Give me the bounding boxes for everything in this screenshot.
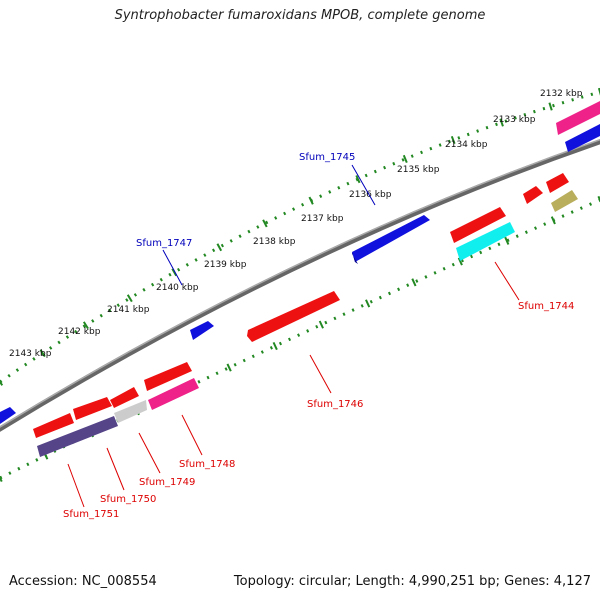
gene-sfum-1751[interactable] — [37, 416, 118, 457]
scale-tick — [365, 299, 371, 308]
gene-red-left-3[interactable] — [33, 413, 74, 438]
label-sfum-1747[interactable]: Sfum_1747 — [136, 238, 192, 249]
scale-label-2136: 2136 kbp — [349, 190, 392, 200]
gene-red-small-2[interactable] — [546, 173, 569, 193]
scale-tick — [216, 243, 223, 252]
scale-tick — [411, 278, 417, 287]
scale-tick — [550, 216, 556, 225]
gene-red-near-1744[interactable] — [450, 207, 506, 243]
scale-tick — [0, 475, 3, 483]
gene-red-left-2[interactable] — [73, 397, 112, 420]
label-sfum-1744[interactable]: Sfum_1744 — [518, 301, 574, 312]
accession-text: Accession: NC_008554 — [9, 574, 157, 589]
gene-left-blue[interactable] — [0, 407, 16, 424]
scale-label-2139: 2139 kbp — [204, 260, 247, 270]
scale-label-2134: 2134 kbp — [445, 140, 488, 150]
label-sfum-1749[interactable]: Sfum_1749 — [139, 477, 195, 488]
leader-sfum-1746 — [309, 354, 332, 394]
inner-scale-ticks — [0, 195, 600, 483]
leader-sfum-1748 — [181, 414, 203, 456]
gene-sfum-1745[interactable] — [352, 215, 430, 264]
leader-sfum-1747 — [162, 249, 183, 286]
label-sfum-1748[interactable]: Sfum_1748 — [179, 459, 235, 470]
scale-tick — [126, 294, 133, 303]
scale-tick — [171, 268, 178, 277]
scale-label-2140: 2140 kbp — [156, 283, 199, 293]
gene-sfum-1746[interactable] — [247, 291, 340, 342]
gene-top-right-magenta[interactable] — [556, 101, 600, 135]
leader-sfum-1751 — [67, 463, 85, 508]
gene-olive[interactable] — [551, 190, 578, 212]
scale-tick — [597, 87, 600, 96]
leader-sfum-1750 — [106, 447, 125, 491]
scale-tick — [499, 118, 504, 127]
scale-tick — [39, 349, 46, 358]
scale-tick — [548, 102, 553, 111]
scale-label-2143: 2143 kbp — [9, 349, 52, 359]
label-sfum-1745[interactable]: Sfum_1745 — [299, 152, 355, 163]
scale-tick — [504, 236, 510, 245]
genome-backbone — [0, 139, 600, 432]
gene-red-near-1748[interactable] — [144, 362, 192, 391]
scale-tick — [597, 195, 600, 203]
outer-scale-line — [0, 90, 600, 384]
scale-tick — [0, 380, 4, 386]
gene-red-small-1[interactable] — [523, 186, 543, 204]
topology-text: Topology: circular; Length: 4,990,251 bp… — [233, 574, 591, 589]
scale-label-2133: 2133 kbp — [493, 115, 536, 125]
scale-tick — [355, 175, 361, 184]
gene-sfum-1749[interactable] — [114, 400, 147, 423]
scale-label-2135: 2135 kbp — [397, 165, 440, 175]
scale-label-2141: 2141 kbp — [107, 305, 150, 315]
scale-tick — [262, 219, 268, 228]
label-sfum-1751[interactable]: Sfum_1751 — [63, 509, 119, 520]
scale-tick — [318, 320, 324, 329]
gene-sfum-1748[interactable] — [148, 378, 199, 410]
scale-tick — [82, 321, 89, 330]
leader-sfum-1749 — [138, 432, 161, 474]
outer-scale-ticks — [0, 87, 600, 386]
leader-sfum-1744 — [494, 261, 520, 301]
gene-red-left-1[interactable] — [110, 387, 139, 408]
gene-top-right-blue[interactable] — [565, 124, 600, 152]
scale-tick — [450, 135, 456, 145]
scale-label-2138: 2138 kbp — [253, 237, 296, 247]
scale-tick — [308, 196, 314, 205]
gene-sfum-1747[interactable] — [190, 321, 214, 340]
label-sfum-1750[interactable]: Sfum_1750 — [100, 494, 156, 505]
map-title: Syntrophobacter fumaroxidans MPOB, compl… — [114, 8, 486, 23]
scale-label-2132: 2132 kbp — [540, 89, 583, 99]
scale-label-2142: 2142 kbp — [58, 327, 101, 337]
scale-label-2137: 2137 kbp — [301, 214, 344, 224]
label-sfum-1746[interactable]: Sfum_1746 — [307, 399, 363, 410]
gene-sfum-1744[interactable] — [456, 222, 515, 261]
scale-tick — [457, 257, 463, 266]
scale-tick — [226, 363, 232, 372]
genome-backbone-highlight — [0, 138, 600, 428]
scale-tick — [272, 341, 278, 351]
scale-tick — [402, 154, 408, 164]
leader-sfum-1745 — [351, 164, 376, 206]
